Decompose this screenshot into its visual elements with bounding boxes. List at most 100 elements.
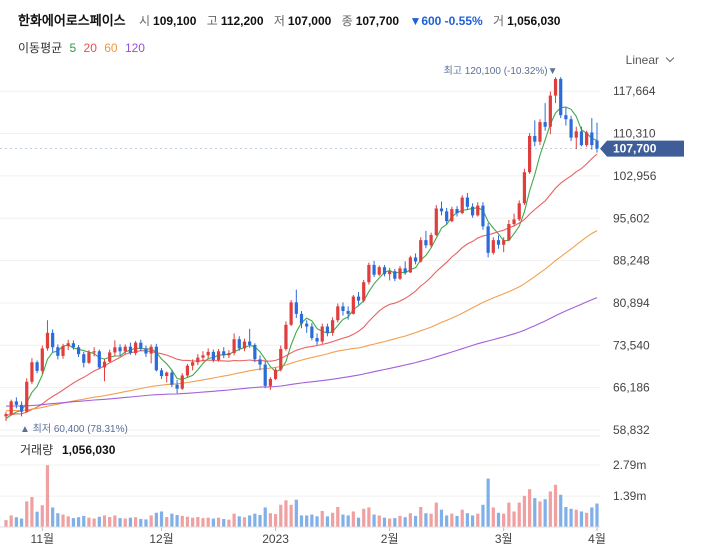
candle-body: [56, 347, 60, 356]
volume-bar: [310, 514, 314, 527]
volume-bar: [268, 513, 273, 527]
price-tick-label: 110,310: [613, 127, 656, 141]
candle-body: [237, 339, 241, 349]
change-value: ▼600 -0.55%: [409, 14, 483, 28]
high-annotation: 최고 120,100 (-10.32%)▼: [444, 65, 558, 77]
candle-body: [279, 348, 283, 370]
candle-body: [465, 197, 470, 207]
volume-bar: [237, 516, 241, 527]
candle-body: [206, 351, 210, 356]
candle-body: [341, 306, 345, 311]
candle-body: [61, 346, 65, 356]
candle-body: [346, 310, 350, 314]
price-grid: [0, 90, 600, 431]
volume-bar: [574, 509, 578, 527]
volume-bar: [294, 499, 298, 527]
x-tick-label: 11월: [31, 532, 55, 546]
volume-bar: [289, 504, 293, 527]
high-value: 112,200: [220, 14, 264, 28]
volume-bar: [445, 515, 449, 527]
current-price-tag: [600, 140, 684, 157]
x-tick-label: 12월: [149, 532, 173, 546]
price-tick-label: 66,186: [613, 381, 650, 395]
volume-bar: [507, 502, 511, 527]
candle-body: [45, 332, 50, 349]
candle-body: [25, 381, 29, 412]
volume-bar: [460, 509, 464, 527]
volume-bar: [465, 513, 470, 527]
candle-body: [35, 362, 39, 371]
volume-bar: [413, 515, 418, 527]
candle-body: [139, 342, 143, 349]
candle-body: [14, 401, 18, 405]
volume-bar: [222, 519, 226, 527]
candle-body: [424, 240, 428, 246]
volume-grid: [0, 464, 600, 497]
ma-60-label: 60: [104, 41, 118, 55]
candle-body: [320, 326, 324, 342]
candle-body: [398, 268, 402, 279]
volume-bar: [216, 517, 221, 527]
candle-body: [590, 132, 594, 146]
ma-5-label: 5: [69, 41, 77, 55]
candle-body: [502, 240, 506, 245]
price-tick-label: 117,664: [613, 84, 656, 98]
volume-bar: [496, 512, 501, 527]
volume-bar: [263, 507, 267, 527]
scale-selector[interactable]: Linear: [626, 53, 675, 67]
volume-bar: [372, 514, 376, 527]
candle-body: [258, 359, 262, 365]
volume-bar: [346, 515, 350, 527]
candle-body: [315, 338, 319, 342]
candle-body: [496, 240, 501, 245]
volume-bar: [201, 518, 205, 527]
candle-body: [299, 313, 304, 324]
candle-body: [517, 203, 521, 220]
ma-20-label: 20: [83, 41, 97, 55]
candle-body: [4, 414, 8, 417]
volume-bar: [419, 507, 423, 527]
candle-body: [248, 341, 252, 345]
volume-bar: [538, 501, 542, 527]
candle-body: [367, 264, 371, 283]
candle-body: [268, 378, 273, 386]
volume-title: 거래량: [20, 443, 53, 457]
volume-bar: [522, 495, 527, 527]
candle-body: [382, 267, 387, 275]
volume-bar: [45, 465, 50, 527]
candle-body: [595, 140, 599, 149]
volume-bar: [149, 515, 153, 527]
volume-bar: [362, 508, 366, 527]
candle-body: [419, 240, 423, 262]
volume-bar: [336, 507, 340, 527]
candle-body: [559, 78, 563, 116]
volume-bar: [315, 516, 319, 527]
axis-labels: 117,664 110,310 102,956 95,602 88,248 80,894 7…: [0, 84, 657, 546]
candle-body: [273, 369, 278, 379]
candle-body: [123, 346, 127, 352]
volume-bar: [502, 513, 506, 527]
candle-body: [154, 346, 158, 371]
volume-bar: [470, 515, 475, 527]
candle-body: [543, 122, 547, 127]
volume-bar: [35, 511, 39, 527]
volume-bar: [154, 512, 158, 527]
candle-body: [211, 351, 215, 360]
candle-body: [305, 323, 309, 327]
volume-title-value: 1,056,030: [62, 443, 116, 457]
volume-bar: [434, 502, 438, 527]
candle-body: [439, 208, 444, 212]
price-header: 한화에어로스페이스 시 109,100 고 112,200 저 107,000 종 10…: [18, 10, 567, 28]
volume-bar: [512, 511, 516, 527]
candle-body: [71, 343, 76, 348]
candle-body: [196, 357, 200, 363]
candle-body: [330, 320, 335, 333]
candle-body: [253, 344, 257, 360]
candle-body: [450, 209, 454, 222]
candle-body: [165, 372, 169, 377]
volume-bar: [476, 513, 480, 527]
candle-body: [512, 219, 516, 225]
volume-bar: [590, 507, 594, 527]
volume-bar: [25, 501, 29, 527]
